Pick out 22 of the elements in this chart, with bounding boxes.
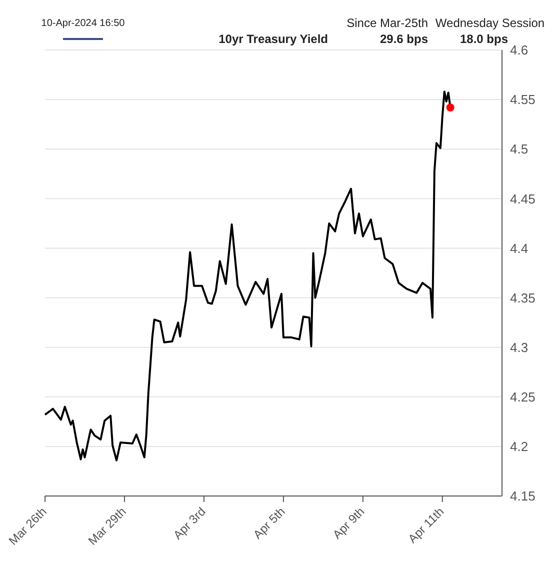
y-tick-label: 4.55: [510, 92, 536, 108]
text: Since Mar-25th: [346, 16, 428, 30]
y-tick-label: 4.35: [510, 290, 536, 306]
y-tick-label: 4.15: [510, 488, 536, 504]
y-tick-label: 4.6: [510, 42, 528, 58]
text: 29.6 bps: [378, 32, 428, 46]
y-tick-label: 4.4: [510, 240, 528, 256]
x-tick-label: Mar 29th: [85, 504, 129, 548]
y-tick-label: 4.2: [510, 439, 528, 454]
x-tick-label: Mar 26th: [6, 504, 50, 548]
x-tick-label: Apr 3rd: [170, 504, 208, 542]
y-tick-label: 4.5: [510, 142, 528, 157]
text: 10-Apr-2024 16:50: [40, 18, 126, 29]
text: 10yr Treasury Yield: [218, 32, 328, 46]
x-tick-label: Apr 5th: [250, 504, 288, 542]
x-tick-label: Apr 9th: [330, 504, 368, 542]
x-tick-label: Apr 11th: [405, 504, 447, 546]
text: 18.0 bps: [458, 32, 508, 46]
y-tick-label: 4.3: [510, 340, 528, 355]
y-tick-label: 4.25: [510, 390, 536, 405]
y-tick-label: 4.45: [510, 191, 536, 206]
text: Wednesday Session: [434, 16, 546, 30]
